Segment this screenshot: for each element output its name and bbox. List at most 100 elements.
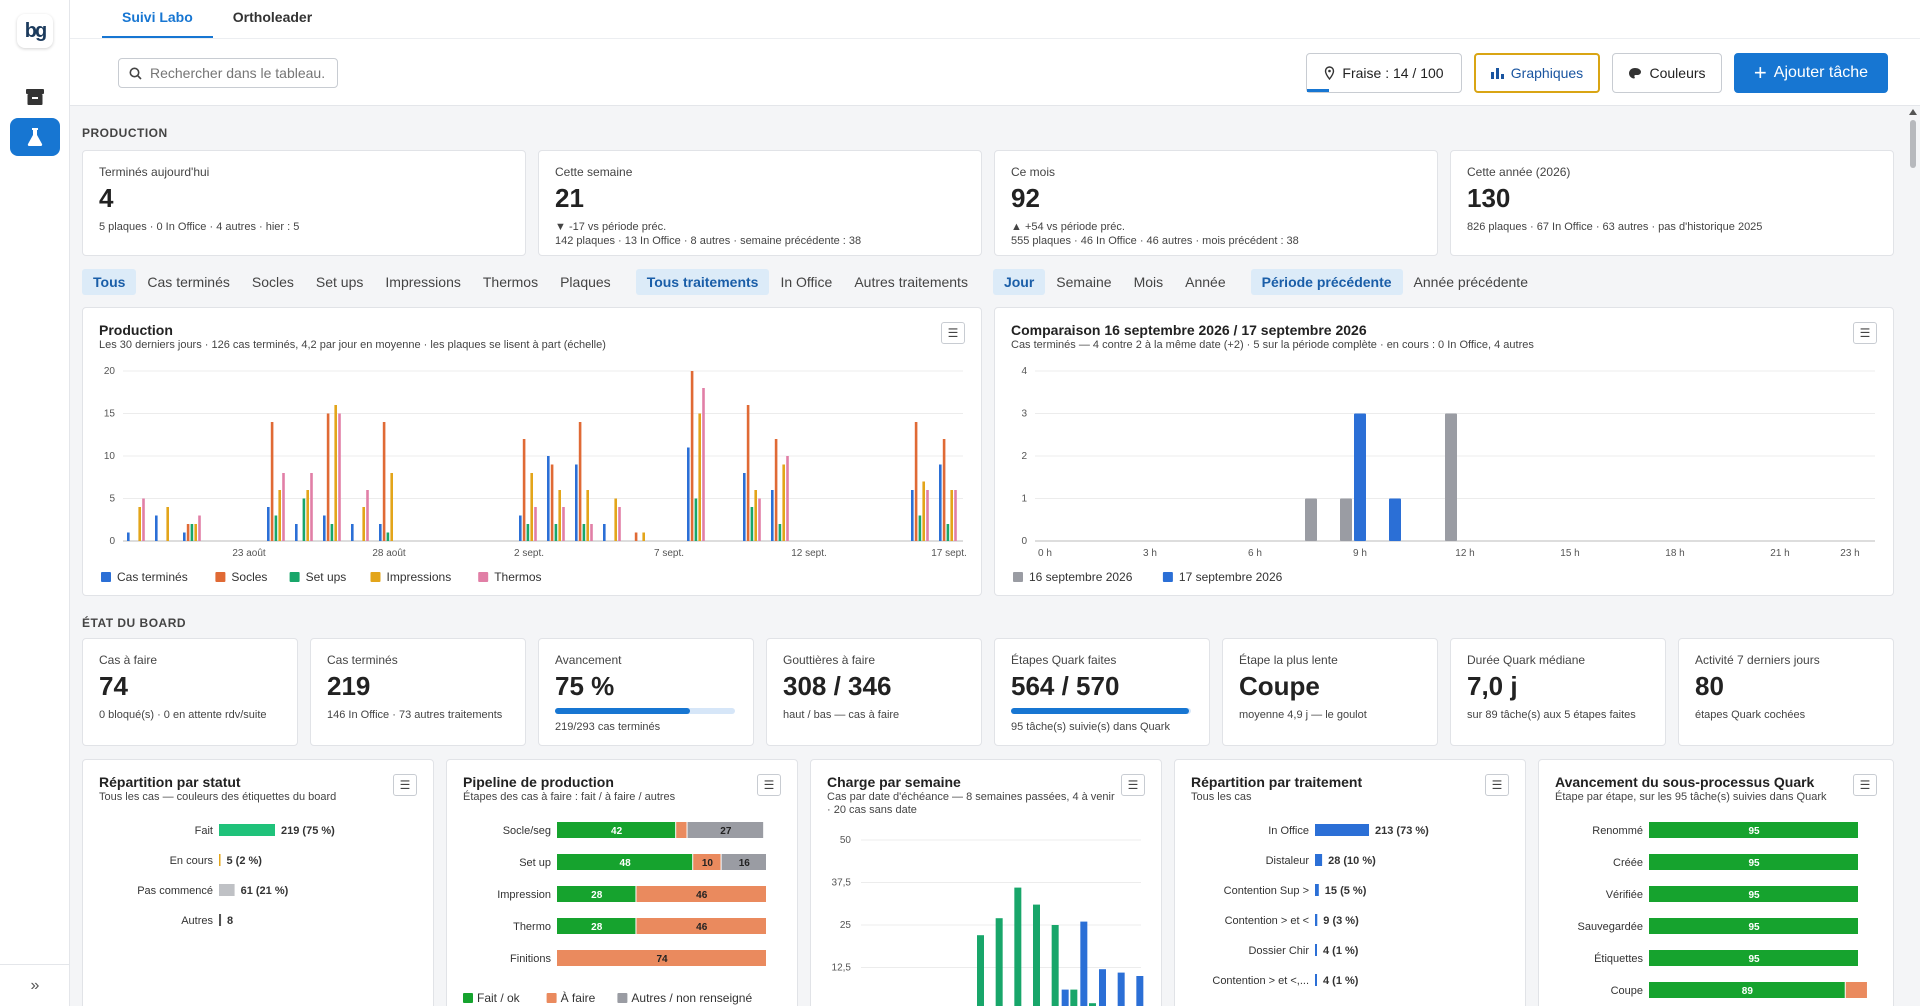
y-tick-label: 5: [109, 494, 115, 505]
filter-type-chip[interactable]: Plaques: [560, 274, 611, 290]
x-tick-label: 23 août: [232, 548, 266, 559]
scroll-up-arrow-icon[interactable]: [1909, 109, 1917, 115]
row-label: Autres: [181, 915, 213, 927]
bar-cas-terminés: [575, 464, 578, 541]
value-label: 8: [227, 915, 233, 927]
kpi-subtext: haut / bas — cas à faire: [783, 709, 900, 721]
chart-menu-button[interactable]: ☰: [1121, 774, 1145, 796]
tab-suivi-labo[interactable]: Suivi Labo: [102, 0, 213, 38]
main-scrollbar[interactable]: [1906, 106, 1920, 1006]
status-breakdown-panel: Répartition par statut Tous les cas — co…: [82, 759, 434, 1006]
graphiques-button[interactable]: Graphiques: [1474, 53, 1600, 93]
treatment-bar: [1315, 944, 1317, 956]
chart-menu-button[interactable]: ☰: [393, 774, 417, 796]
filter-period-chip[interactable]: Année: [1185, 274, 1226, 290]
add-task-button[interactable]: + Ajouter tâche: [1734, 53, 1888, 93]
tab-ortholeader[interactable]: Ortholeader: [232, 9, 313, 25]
legend-label[interactable]: Socles: [231, 570, 267, 584]
bar-impressions: [306, 490, 309, 541]
pipeline-segment-afaire: [636, 918, 766, 934]
bar-set-ups: [694, 498, 698, 541]
app-logo[interactable]: bg: [17, 14, 53, 48]
value-label: 15 (5 %): [1325, 885, 1367, 897]
segment-value: 74: [656, 954, 668, 965]
bar-socles: [186, 524, 190, 541]
bar-socles: [270, 422, 274, 541]
x-tick-label: 6 h: [1248, 548, 1262, 559]
bar-cas-terminés: [743, 473, 746, 541]
sidebar-item-labo[interactable]: [10, 118, 60, 156]
scrollbar-thumb[interactable]: [1910, 120, 1916, 168]
filter-period-chip[interactable]: Jour: [992, 269, 1046, 295]
legend-label[interactable]: Autres / non renseigné: [631, 991, 752, 1005]
chart-title: Comparaison 16 septembre 2026 / 17 septe…: [1011, 322, 1367, 338]
kpi-progress-bar: [1011, 708, 1191, 714]
pipeline-segment-afaire: [557, 950, 766, 966]
bar-cas-terminés: [183, 532, 186, 541]
row-label: Set up: [519, 857, 551, 869]
sidebar: bg »: [0, 0, 70, 1006]
bar-cas-terminés: [379, 524, 382, 541]
sidebar-expand-button[interactable]: »: [0, 964, 70, 1006]
legend-label[interactable]: À faire: [561, 990, 596, 1005]
chart-menu-button[interactable]: ☰: [941, 322, 965, 344]
legend-label[interactable]: Thermos: [494, 570, 541, 584]
kpi-card: Cette semaine 21 ▼ -17 vs période préc. 142…: [538, 150, 982, 256]
kpi-label: Avancement: [555, 653, 622, 667]
segment-value: 95: [1748, 954, 1760, 965]
row-label: Dossier Chir: [1248, 945, 1309, 957]
kpi-label: Gouttières à faire: [783, 653, 876, 667]
filter-treatment-chip[interactable]: Tous traitements: [635, 269, 770, 295]
kpi-label: Étape la plus lente: [1239, 653, 1338, 667]
chart-menu-button[interactable]: ☰: [757, 774, 781, 796]
row-label: Renommé: [1592, 825, 1643, 837]
y-tick-label: 0: [1021, 536, 1027, 547]
bar-thermos: [338, 413, 341, 541]
y-tick-label: 15: [104, 409, 116, 420]
bar-thermos: [954, 490, 957, 541]
filter-treatment-chip[interactable]: In Office: [780, 274, 833, 290]
legend-label[interactable]: 16 septembre 2026: [1029, 570, 1133, 584]
menu-icon: ☰: [763, 778, 775, 792]
legend-label[interactable]: Fait / ok: [477, 991, 521, 1005]
chart-menu-button[interactable]: ☰: [1853, 774, 1877, 796]
filter-type-chip[interactable]: Thermos: [482, 274, 539, 290]
fraise-button[interactable]: Fraise : 14 / 100: [1306, 53, 1462, 93]
bar-thermos: [590, 524, 593, 541]
treatment-bar: [1315, 854, 1323, 866]
comparison-chart: 0 1 2 3 4 0 h 3 h 6 h 9 h 12 h 15 h 18 h 21 h 23 h 16 …: [1013, 366, 1875, 584]
filter-type-chip[interactable]: Tous: [82, 269, 137, 295]
chart-menu-button[interactable]: ☰: [1853, 322, 1877, 344]
bar-impressions: [362, 507, 365, 541]
chart-subtitle: Cas terminés — 4 contre 2 à la même date…: [1011, 339, 1534, 351]
couleurs-button[interactable]: Couleurs: [1612, 53, 1722, 93]
legend-label[interactable]: Cas terminés: [117, 570, 188, 584]
legend-label[interactable]: Set ups: [306, 570, 347, 584]
legend-label[interactable]: Impressions: [387, 570, 452, 584]
filter-compare-chip[interactable]: Période précédente: [1250, 269, 1403, 295]
kpi-card: Ce mois 92 ▲ +54 vs période préc. 555 plaqu…: [994, 150, 1438, 256]
filter-compare-chip[interactable]: Année précédente: [1413, 274, 1528, 290]
filter-type-chip[interactable]: Impressions: [385, 274, 461, 290]
status-bar: [219, 884, 235, 896]
x-tick-label: 12 h: [1455, 548, 1474, 559]
chart-menu-button[interactable]: ☰: [1485, 774, 1509, 796]
quark-progress-panel: Avancement du sous-processus Quark Étape…: [1538, 759, 1894, 1006]
filter-treatment-chip[interactable]: Autres traitements: [854, 274, 968, 290]
sidebar-item-archive[interactable]: [10, 78, 60, 116]
filter-period-chip[interactable]: Semaine: [1056, 274, 1112, 290]
quark-chart: Renommé 95 Créée 95 Vérifiée 95 Sauvegardée 95 É…: [1578, 822, 1867, 998]
bar-impressions: [950, 490, 953, 541]
kpi-subtext-line: ▼ -17 vs période préc.: [555, 221, 667, 233]
filter-type-chip[interactable]: Cas terminés: [147, 274, 230, 290]
filter-type-chip[interactable]: Socles: [251, 274, 294, 290]
filter-period-chip[interactable]: Mois: [1133, 274, 1164, 290]
legend-label[interactable]: 17 septembre 2026: [1179, 570, 1283, 584]
filter-type-chip[interactable]: Set ups: [315, 274, 364, 290]
value-label: 61 (21 %): [241, 885, 289, 897]
search-box[interactable]: [118, 58, 338, 88]
value-label: 4 (1 %): [1323, 945, 1359, 957]
flask-icon: [27, 128, 43, 146]
kpi-subtext: 0 bloqué(s) · 0 en attente rdv/suite: [99, 709, 267, 721]
search-input[interactable]: [150, 65, 330, 81]
